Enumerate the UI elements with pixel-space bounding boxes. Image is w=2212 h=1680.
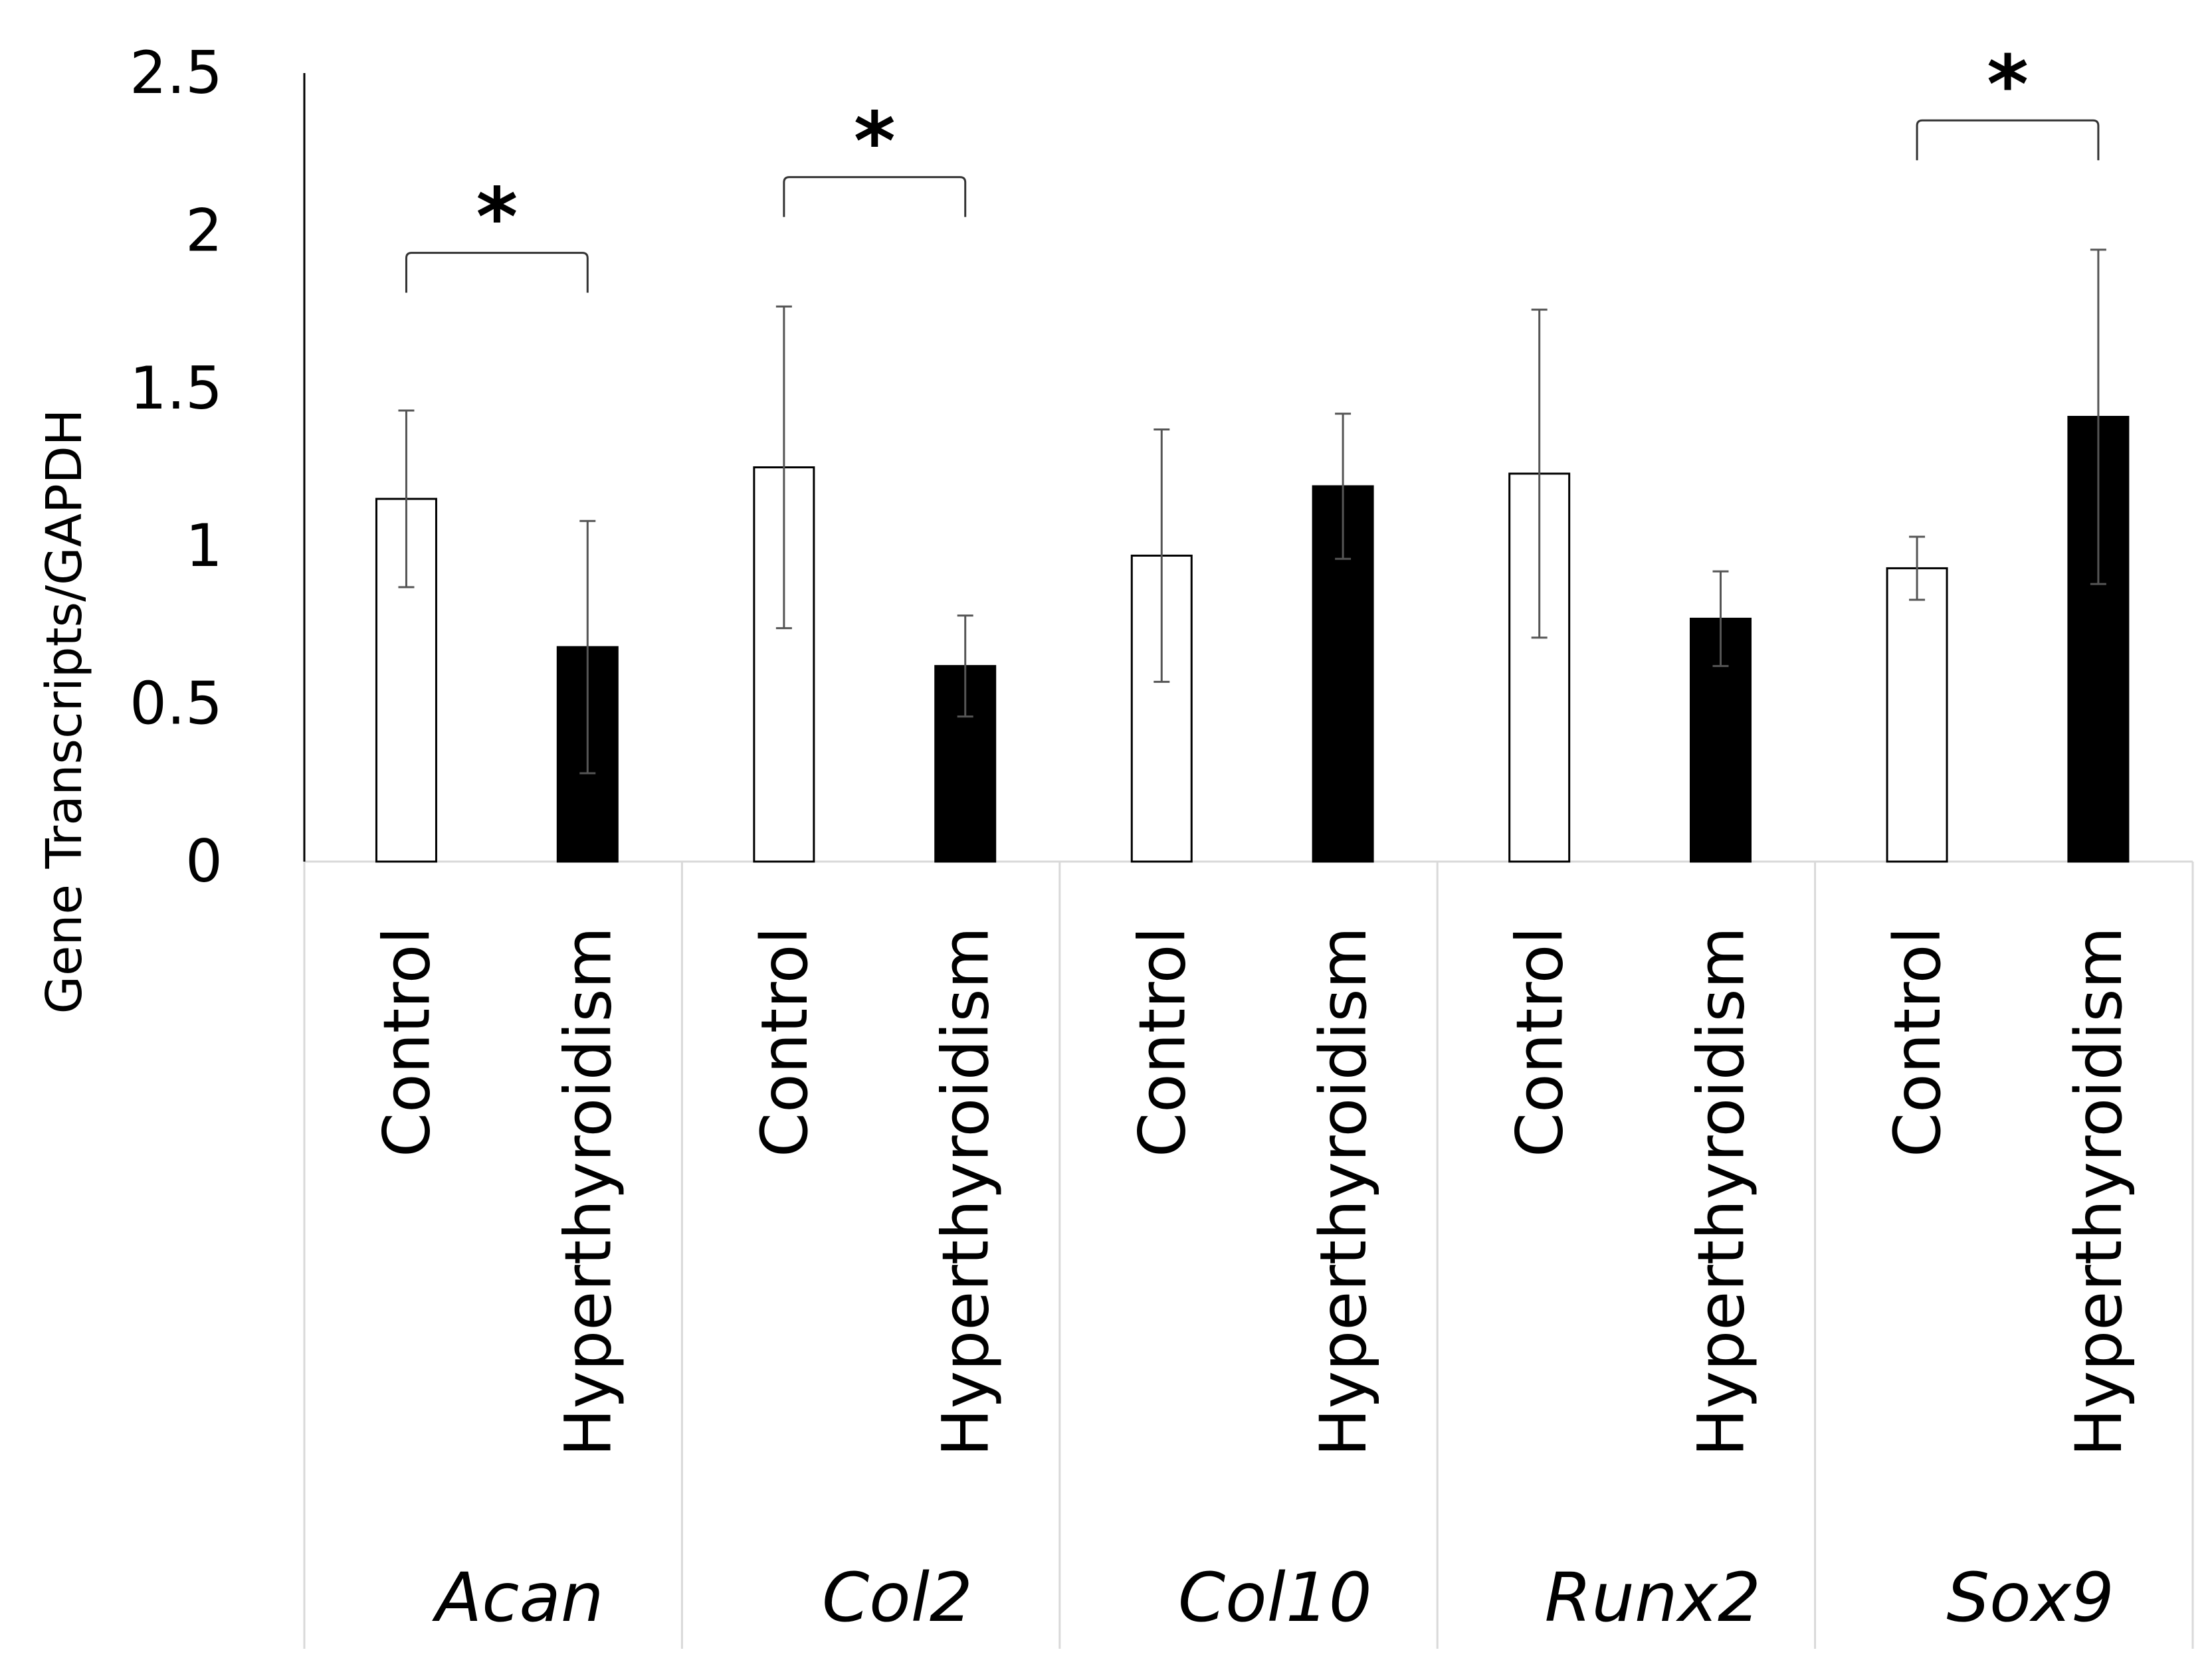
y-tick-label: 0 (185, 827, 223, 895)
x-category-label: Control (1880, 927, 1955, 1157)
significance-star: * (854, 96, 896, 189)
x-category-label: Control (1503, 927, 1577, 1157)
y-axis-label: Gene Transcripts/GAPDH (36, 409, 93, 1014)
x-category-label: Hyperthyroidism (1684, 927, 1759, 1457)
bar (1312, 485, 1374, 863)
group-label: Col2 (822, 1558, 973, 1637)
y-tick-label: 2.5 (130, 39, 223, 107)
bar (1886, 567, 1948, 863)
significance-bracket (783, 176, 967, 217)
significance-bracket (405, 252, 589, 293)
group-label: Runx2 (1544, 1558, 1760, 1637)
y-tick-label: 2 (185, 196, 223, 264)
y-tick-label: 0.5 (130, 670, 223, 738)
x-category-label: Control (1125, 927, 1199, 1157)
x-category-label: Hyperthyroidism (929, 927, 1003, 1457)
x-category-label: Hyperthyroidism (2062, 927, 2136, 1457)
x-category-label: Control (369, 927, 444, 1157)
significance-bracket (1916, 119, 2100, 161)
group-label: Sox9 (1946, 1558, 2114, 1637)
y-tick-label: 1 (185, 512, 223, 580)
group-label: Col10 (1178, 1558, 1372, 1637)
group-label: Acan (431, 1558, 603, 1637)
x-category-label: Control (748, 927, 822, 1157)
bar (1690, 617, 1752, 863)
significance-star: * (1987, 39, 2029, 132)
y-tick-label: 1.5 (130, 354, 223, 422)
x-category-label: Hyperthyroidism (551, 927, 625, 1457)
significance-star: * (476, 172, 518, 264)
x-category-label: Hyperthyroidism (1306, 927, 1381, 1457)
